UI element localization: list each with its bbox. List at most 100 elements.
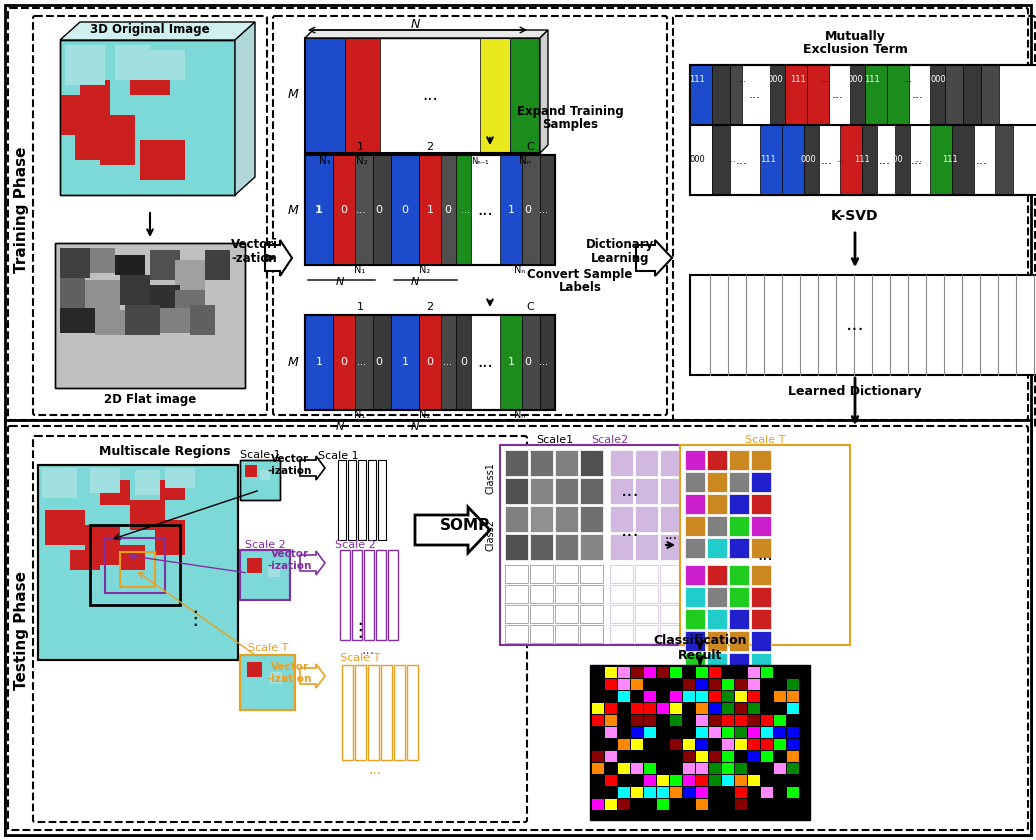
Bar <box>696 787 708 798</box>
Bar <box>505 625 528 643</box>
Text: 111: 111 <box>790 76 806 85</box>
Bar <box>735 679 747 690</box>
Bar <box>555 478 578 504</box>
Bar <box>657 799 669 810</box>
Text: ...: ... <box>621 480 639 500</box>
Bar <box>751 450 771 470</box>
Text: ⋮: ⋮ <box>185 608 205 627</box>
Bar <box>635 450 658 476</box>
Text: 111: 111 <box>864 76 880 85</box>
Bar <box>631 667 643 678</box>
Text: 0: 0 <box>427 357 433 367</box>
Text: M: M <box>287 355 298 369</box>
Bar <box>244 465 257 477</box>
Bar <box>115 255 145 275</box>
Text: C: C <box>526 302 534 312</box>
Text: ...: ... <box>355 205 367 215</box>
Text: ...: ... <box>728 155 736 165</box>
Bar <box>394 665 405 760</box>
Text: ...: ... <box>422 86 438 104</box>
Text: ...: ... <box>736 154 748 166</box>
Text: 2D Flat image: 2D Flat image <box>104 393 196 407</box>
Bar <box>130 60 170 95</box>
Bar <box>75 60 100 85</box>
Text: 1: 1 <box>508 205 515 215</box>
Text: ...: ... <box>621 521 639 539</box>
Text: C: C <box>526 142 534 152</box>
Bar <box>685 516 706 536</box>
Bar <box>685 565 706 585</box>
Text: SOMP: SOMP <box>440 518 490 533</box>
Bar <box>685 587 706 607</box>
Bar <box>505 450 528 476</box>
Text: ...: ... <box>369 763 381 777</box>
Text: N̄₁: N̄₁ <box>354 410 366 420</box>
Bar <box>685 609 706 629</box>
Bar <box>60 248 90 278</box>
Text: Scale 2: Scale 2 <box>244 540 285 550</box>
Bar <box>635 625 658 643</box>
Text: Exclusion Term: Exclusion Term <box>803 43 908 56</box>
Text: Nₙ₋₁: Nₙ₋₁ <box>471 156 489 165</box>
Bar <box>100 115 135 165</box>
Bar <box>135 470 160 495</box>
Text: ...: ... <box>822 76 829 85</box>
Bar <box>685 565 708 583</box>
Bar <box>729 609 749 629</box>
Bar <box>709 775 721 786</box>
Text: 111: 111 <box>854 155 870 165</box>
Bar <box>635 534 658 560</box>
Text: Mutually: Mutually <box>825 30 886 43</box>
Text: Learned Dictionary: Learned Dictionary <box>788 385 922 398</box>
Text: N: N <box>410 18 420 31</box>
Text: Class2: Class2 <box>486 519 496 551</box>
Text: ...: ... <box>664 528 678 542</box>
Bar <box>618 679 630 690</box>
Bar <box>240 550 290 600</box>
Bar <box>352 550 362 640</box>
Bar <box>660 565 683 583</box>
Text: M: M <box>287 203 298 217</box>
Text: N̄ₙ: N̄ₙ <box>515 265 525 275</box>
Bar <box>995 125 1013 195</box>
Bar <box>305 38 540 153</box>
Text: Convert Sample: Convert Sample <box>527 268 633 281</box>
Bar <box>722 751 733 762</box>
Text: 0: 0 <box>460 357 467 367</box>
Text: 1: 1 <box>316 357 322 367</box>
Text: ...: ... <box>912 88 924 102</box>
Bar <box>787 727 799 738</box>
Bar <box>722 679 733 690</box>
Bar <box>774 763 786 774</box>
Bar <box>348 460 356 540</box>
Bar <box>761 727 773 738</box>
Bar <box>391 315 419 410</box>
Bar <box>751 472 771 492</box>
Bar <box>760 125 782 195</box>
Bar <box>729 631 749 651</box>
Text: 1: 1 <box>356 142 364 152</box>
Bar <box>631 715 643 726</box>
Text: ...: ... <box>904 76 912 85</box>
Bar <box>305 315 555 410</box>
Bar <box>592 715 604 726</box>
Bar <box>696 703 708 714</box>
Bar <box>160 480 185 500</box>
Bar <box>610 506 633 532</box>
Bar <box>60 40 235 195</box>
Bar <box>787 739 799 750</box>
Bar <box>610 605 633 623</box>
Polygon shape <box>300 664 325 688</box>
Text: 111: 111 <box>689 76 704 85</box>
Bar <box>540 155 555 265</box>
Bar <box>580 450 603 476</box>
Bar <box>373 155 391 265</box>
Bar <box>95 310 125 335</box>
Text: 0: 0 <box>341 357 347 367</box>
Bar <box>378 460 386 540</box>
Bar <box>580 478 603 504</box>
Text: Scale 1: Scale 1 <box>239 450 281 460</box>
Polygon shape <box>60 22 255 40</box>
Bar <box>145 50 185 80</box>
Bar <box>785 65 807 125</box>
